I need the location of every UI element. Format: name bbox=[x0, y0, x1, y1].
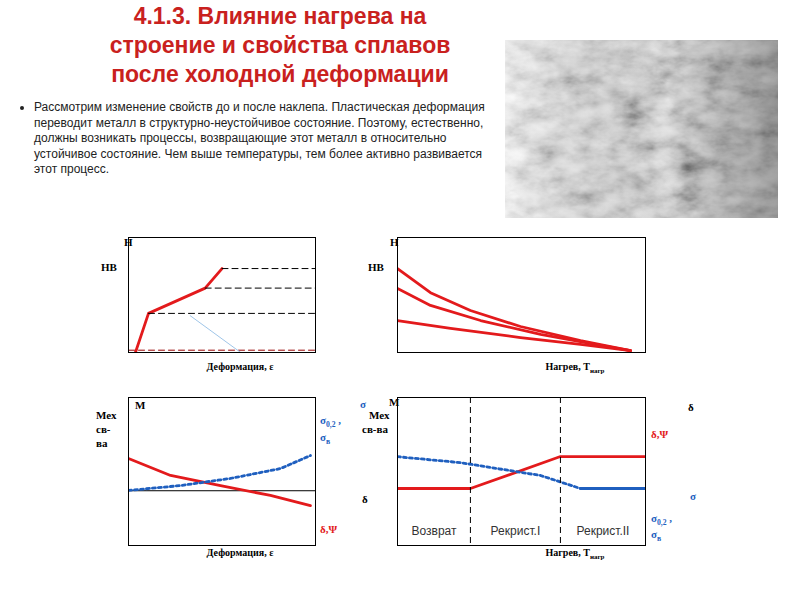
html-text:σ0,2,: σ0,2, bbox=[651, 512, 673, 528]
html-text:после холодной деформации: после холодной деформации bbox=[111, 61, 449, 87]
html-text:Мех: Мех bbox=[96, 409, 117, 421]
html-text:δ,Ψ: δ,Ψ bbox=[651, 428, 668, 440]
html-text:Нагрев, Тнагр: Нагрев, Тнагр bbox=[545, 547, 605, 561]
html-text:H: H bbox=[124, 236, 133, 248]
svg-text:Возврат: Возврат bbox=[411, 524, 457, 538]
html-text:Нагрев, Тнагр: Нагрев, Тнагр bbox=[545, 361, 605, 375]
html-text:σв: σв bbox=[320, 431, 331, 447]
html-text:Деформация, ε: Деформация, ε bbox=[206, 361, 274, 372]
svg-text:Рекрист.I: Рекрист.I bbox=[491, 524, 541, 538]
html-text:строение и свойства сплавов: строение и свойства сплавов bbox=[109, 32, 451, 58]
html-text:св-: св- bbox=[96, 423, 111, 435]
html-text:св-ва: св-ва bbox=[362, 423, 388, 435]
html-text:HB: HB bbox=[101, 261, 117, 273]
svg-text:Рекрист.II: Рекрист.II bbox=[576, 524, 629, 538]
html-text:δ,Ψ: δ,Ψ bbox=[320, 523, 337, 535]
html-text:σ: σ bbox=[690, 490, 696, 502]
html-text:ва: ва bbox=[96, 437, 108, 449]
html-text:Деформация, ε: Деформация, ε bbox=[206, 547, 274, 558]
html-text:δ: δ bbox=[688, 401, 694, 413]
html-text:Рассмотрим изменение свойств д: Рассмотрим изменение свойств до и после … bbox=[34, 100, 485, 176]
html-text:HB: HB bbox=[368, 261, 384, 273]
html-text:σ: σ bbox=[360, 398, 366, 410]
html-text:σ0,2,: σ0,2, bbox=[320, 414, 342, 430]
html-text:σв: σв bbox=[651, 528, 662, 544]
html-text:М: М bbox=[389, 396, 400, 408]
html-text:4.1.3. Влияние нагрева на: 4.1.3. Влияние нагрева на bbox=[133, 3, 427, 29]
html-text:М: М bbox=[135, 399, 146, 411]
html-text:H: H bbox=[390, 236, 399, 248]
html-text:Мех: Мех bbox=[369, 409, 390, 421]
html-text:δ: δ bbox=[362, 493, 368, 505]
